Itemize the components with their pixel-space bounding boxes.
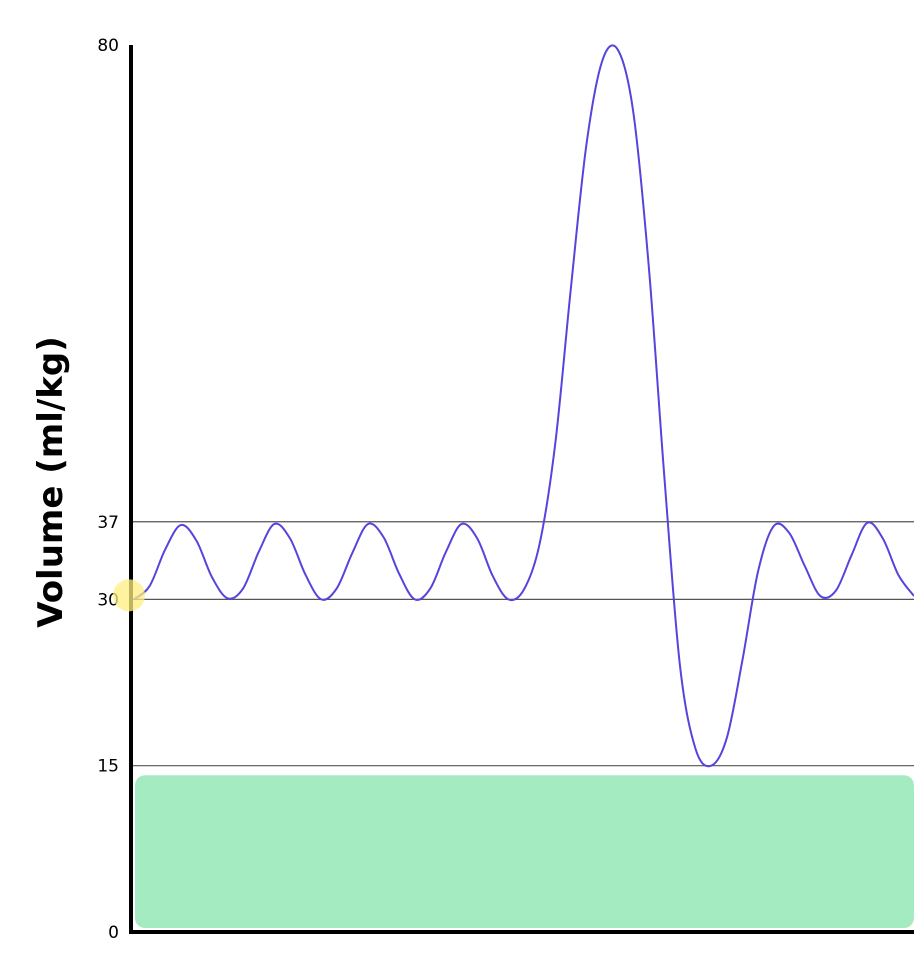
- y-tick-label-37: 37: [97, 513, 119, 533]
- y-tick-label-80: 80: [97, 36, 119, 56]
- highlight-marker: [113, 579, 145, 612]
- y-tick-label-0: 0: [108, 923, 119, 943]
- reference-lines: [131, 521, 914, 767]
- y-axis-title: Volume (ml/kg): [31, 336, 71, 628]
- axes: [129, 45, 914, 934]
- y-tick-label-15: 15: [97, 757, 119, 777]
- series-group: [133, 44, 914, 768]
- redaction-box: [135, 775, 914, 928]
- series-line-0: [133, 44, 914, 768]
- redacted-region: [135, 775, 914, 928]
- highlight-marker-group: [113, 579, 145, 612]
